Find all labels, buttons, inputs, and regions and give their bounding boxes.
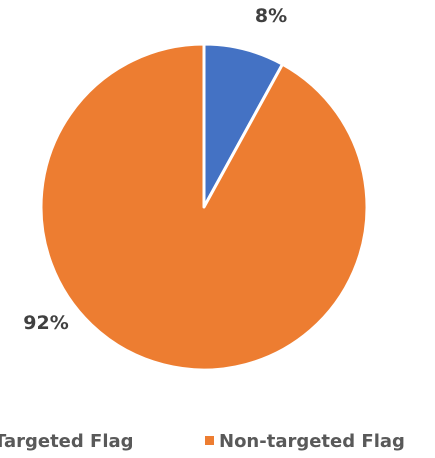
- legend-swatch-non-targeted-flag: [205, 436, 214, 445]
- legend-label-non-targeted-flag: Non-targeted Flag: [219, 431, 405, 452]
- data-label-non-targeted-flag: 92%: [23, 312, 68, 334]
- data-label-targeted-flag: 8%: [255, 5, 287, 27]
- legend-label-targeted-flag: Targeted Flag: [0, 431, 134, 452]
- pie-slices: [39, 42, 369, 372]
- legend: Targeted Flag Non-targeted Flag: [0, 431, 405, 452]
- pie-slice-non-targeted-flag: [39, 42, 369, 372]
- data-labels: 8% 92%: [23, 5, 287, 334]
